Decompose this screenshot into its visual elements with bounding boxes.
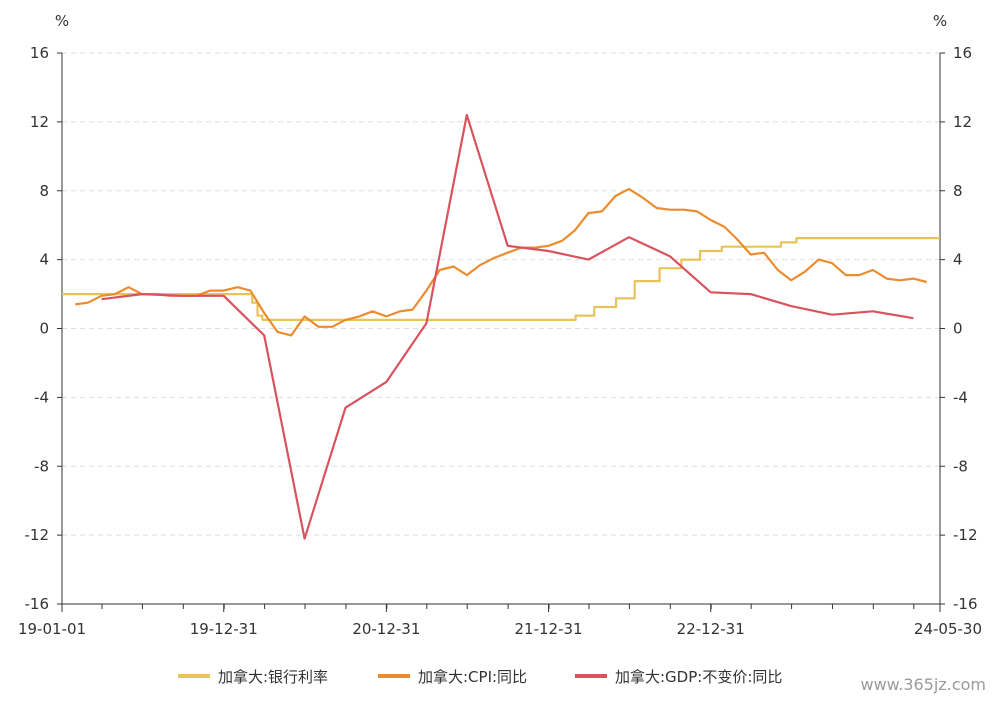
legend-label-0: 加拿大:银行利率 [218, 668, 328, 686]
legend-label-2: 加拿大:GDP:不变价:同比 [615, 668, 782, 686]
series-line-0 [62, 237, 940, 321]
y-right-tick-label: 12 [953, 113, 972, 131]
grid-lines [62, 52, 940, 536]
legend-label-1: 加拿大:CPI:同比 [418, 668, 527, 686]
series-line-1 [75, 187, 927, 337]
y-right-tick-label: 8 [953, 182, 963, 200]
y-right-unit-label: % [933, 12, 947, 30]
x-tick-label: 22-12-31 [677, 620, 745, 638]
y-right-tick-label: -4 [953, 388, 968, 406]
y-right-tick-label: 16 [953, 44, 972, 62]
axes: 16 12 8 4 0 -4 -8 -12 -16 16 12 8 4 0 -4 -8 -12 -16 19-01-… [18, 44, 982, 638]
y-left-tick-label: 16 [30, 44, 49, 62]
y-left-tick-label: 4 [39, 251, 49, 269]
y-left-tick-label: -8 [34, 457, 49, 475]
y-left-tick-label: 0 [39, 320, 49, 338]
y-left-tick-label: -4 [34, 388, 49, 406]
x-tick-label: 19-01-01 [18, 620, 86, 638]
x-tick-label: 19-12-31 [190, 620, 258, 638]
y-right-tick-label: -16 [953, 595, 978, 613]
y-right-tick-label: 4 [953, 251, 963, 269]
legend: 加拿大:银行利率 加拿大:CPI:同比 加拿大:GDP:不变价:同比 [178, 668, 782, 686]
series-lines [62, 113, 940, 540]
y-left-tick-label: 12 [30, 113, 49, 131]
watermark: www.365jz.com [860, 675, 986, 694]
y-left-tick-label: -16 [25, 595, 50, 613]
x-tick-label: 24-05-30 [914, 620, 982, 638]
x-tick-label: 20-12-31 [352, 620, 420, 638]
y-right-tick-label: 0 [953, 320, 963, 338]
y-right-tick-label: -8 [953, 457, 968, 475]
y-left-tick-label: 8 [39, 182, 49, 200]
x-tick-label: 21-12-31 [514, 620, 582, 638]
y-left-tick-label: -12 [25, 526, 50, 544]
y-right-tick-label: -12 [953, 526, 978, 544]
y-left-unit-label: % [55, 12, 69, 30]
series-line-2 [101, 113, 914, 540]
